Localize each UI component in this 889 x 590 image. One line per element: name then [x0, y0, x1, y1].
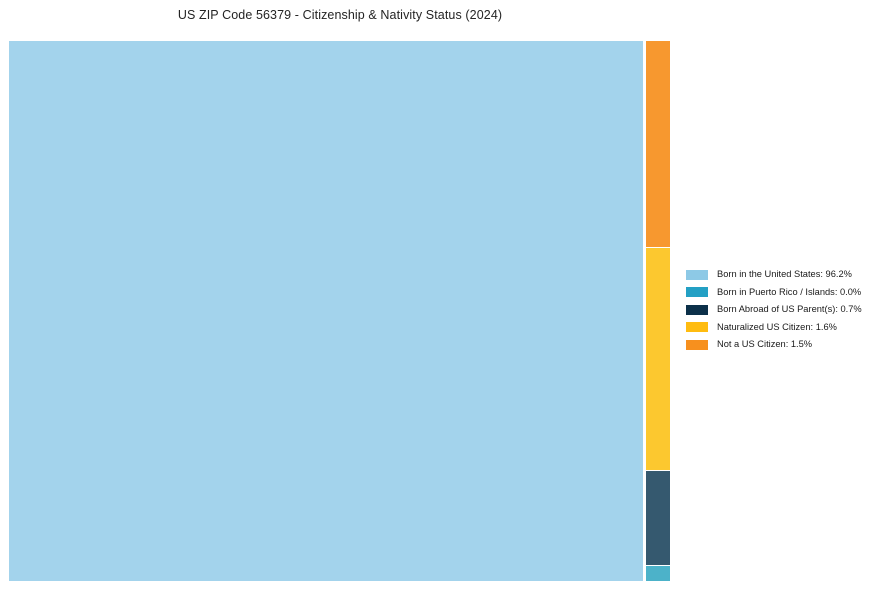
treemap-plot-area	[9, 41, 670, 581]
legend-item-label: Born in the United States: 96.2%	[717, 269, 852, 280]
chart-legend: Born in the United States: 96.2% Born in…	[686, 266, 881, 354]
treemap-tile-born-abroad-of-us-parents[interactable]	[646, 471, 670, 565]
legend-item-born-abroad-of-us-parents[interactable]: Born Abroad of US Parent(s): 0.7%	[686, 301, 881, 319]
legend-swatch-icon	[686, 269, 708, 280]
legend-swatch-icon	[686, 322, 708, 333]
legend-item-label: Not a US Citizen: 1.5%	[717, 339, 813, 350]
legend-swatch-icon	[686, 287, 708, 298]
legend-item-label: Born in Puerto Rico / Islands: 0.0%	[717, 286, 862, 297]
legend-swatch-icon	[686, 339, 708, 350]
legend-item-naturalized-us-citizen[interactable]: Naturalized US Citizen: 1.6%	[686, 319, 881, 337]
treemap-tile-born-in-the-united-states[interactable]	[9, 41, 643, 581]
chart-title: US ZIP Code 56379 - Citizenship & Nativi…	[177, 8, 503, 22]
legend-item-label: Born Abroad of US Parent(s): 0.7%	[717, 304, 862, 315]
legend-item-born-in-puerto-rico-islands[interactable]: Born in Puerto Rico / Islands: 0.0%	[686, 284, 881, 302]
treemap-tile-not-a-us-citizen[interactable]	[646, 41, 670, 247]
legend-item-not-a-us-citizen[interactable]: Not a US Citizen: 1.5%	[686, 336, 881, 354]
legend-swatch-icon	[686, 304, 708, 315]
legend-item-label: Naturalized US Citizen: 1.6%	[717, 321, 837, 332]
treemap-tile-naturalized-us-citizen[interactable]	[646, 248, 670, 470]
legend-item-born-in-the-united-states[interactable]: Born in the United States: 96.2%	[686, 266, 881, 284]
treemap-tile-born-in-puerto-rico-islands[interactable]	[646, 566, 670, 581]
